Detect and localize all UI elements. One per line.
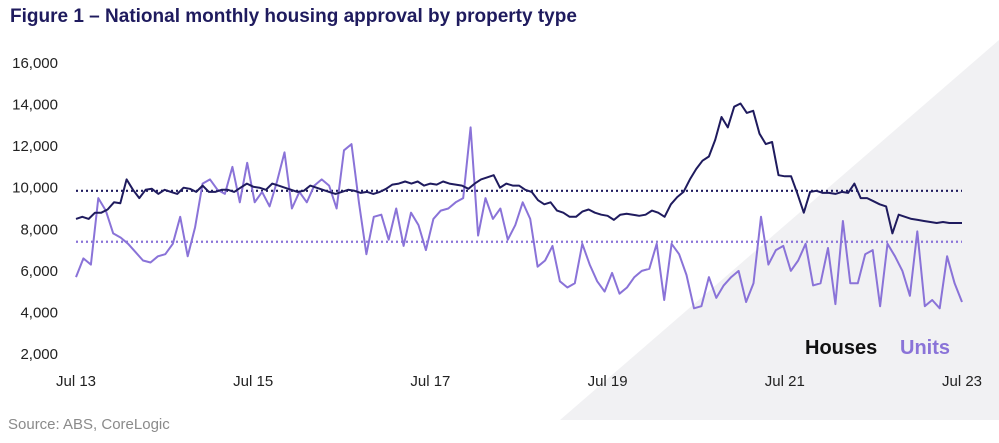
y-tick-label: 2,000 [20, 346, 58, 363]
legend-units: Units [900, 337, 950, 359]
y-tick-label: 16,000 [12, 55, 58, 72]
x-tick-label: Jul 15 [233, 373, 273, 390]
y-tick-label: 6,000 [20, 263, 58, 280]
chart-title: Figure 1 – National monthly housing appr… [10, 6, 577, 27]
series-line-units [75, 126, 963, 310]
y-tick-label: 8,000 [20, 221, 58, 238]
series-line-houses [75, 102, 962, 235]
y-tick-label: 12,000 [12, 138, 58, 155]
y-tick-label: 4,000 [20, 304, 58, 321]
y-tick-label: 14,000 [12, 97, 58, 114]
series-group [75, 102, 963, 310]
x-tick-label: Jul 17 [410, 373, 450, 390]
x-tick-label: Jul 13 [56, 373, 96, 390]
x-tick-label: Jul 23 [942, 373, 982, 390]
x-tick-label: Jul 21 [765, 373, 805, 390]
y-axis: 2,000 4,000 6,000 8,000 10,000 12,000 14,000 16… [12, 55, 58, 363]
legend-houses: Houses [805, 337, 877, 359]
x-tick-label: Jul 19 [588, 373, 628, 390]
source-note: Source: ABS, CoreLogic [8, 416, 170, 433]
y-tick-label: 10,000 [12, 180, 58, 197]
x-axis: Jul 13 Jul 15 Jul 17 Jul 19 Jul 21 Jul 23 [56, 373, 982, 390]
